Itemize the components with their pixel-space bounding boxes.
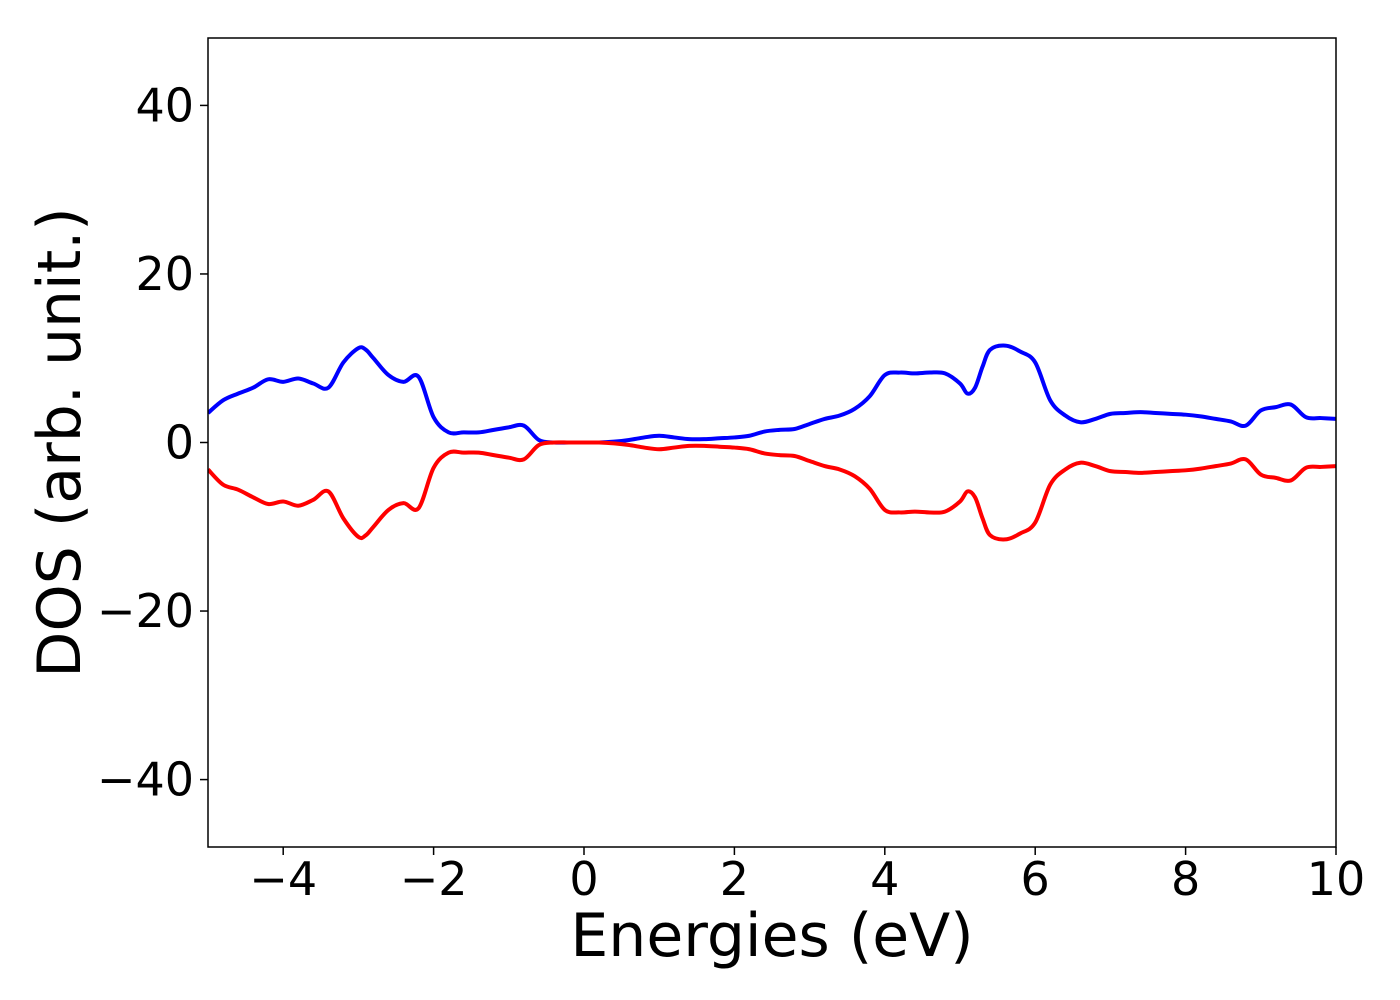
y-tick-label: −40 xyxy=(97,753,194,807)
y-tick-label: 0 xyxy=(165,416,194,470)
y-tick-label: 20 xyxy=(135,247,194,301)
plot-frame xyxy=(207,37,1337,848)
x-tick-label: 6 xyxy=(1021,852,1050,906)
y-tick-label: 40 xyxy=(135,78,194,132)
series-line-spin-up xyxy=(208,343,1336,445)
x-tick-label: −4 xyxy=(249,852,317,906)
y-tick-label: −20 xyxy=(97,584,194,638)
x-tick-label: 8 xyxy=(1171,852,1200,906)
x-tick-label: 10 xyxy=(1307,852,1366,906)
y-axis-title: DOS (arb. unit.) xyxy=(25,207,95,677)
x-tick-label: 2 xyxy=(720,852,749,906)
x-tick-label: −2 xyxy=(400,852,468,906)
series-layer xyxy=(208,343,1336,542)
x-tick-label: 0 xyxy=(569,852,598,906)
x-axis-title: Energies (eV) xyxy=(570,901,973,971)
series-line-spin-down xyxy=(208,440,1336,542)
x-tick-label: 4 xyxy=(870,852,899,906)
